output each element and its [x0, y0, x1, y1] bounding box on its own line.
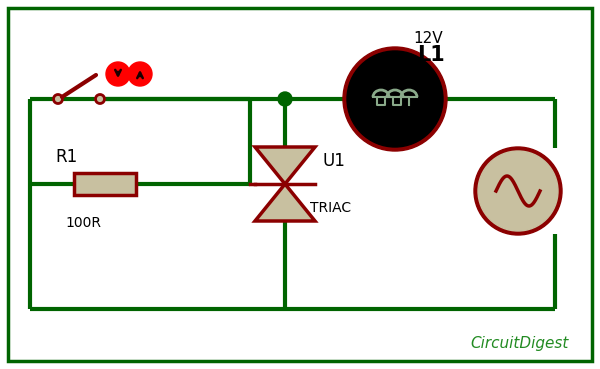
Text: TRIAC: TRIAC: [310, 201, 351, 215]
Text: CircuitDigest: CircuitDigest: [470, 336, 568, 351]
Circle shape: [343, 47, 447, 151]
Text: U1: U1: [323, 152, 346, 170]
Polygon shape: [255, 147, 315, 184]
Circle shape: [347, 51, 443, 147]
Text: L1: L1: [417, 45, 445, 65]
Polygon shape: [255, 184, 315, 221]
Text: 12V: 12V: [413, 31, 443, 46]
Circle shape: [278, 92, 292, 106]
Circle shape: [128, 62, 152, 86]
FancyBboxPatch shape: [74, 173, 136, 195]
Text: R1: R1: [55, 148, 77, 166]
Circle shape: [53, 94, 62, 103]
Text: 100R: 100R: [65, 216, 101, 230]
Circle shape: [106, 62, 130, 86]
Circle shape: [95, 94, 104, 103]
Circle shape: [478, 151, 558, 231]
Circle shape: [474, 147, 562, 235]
